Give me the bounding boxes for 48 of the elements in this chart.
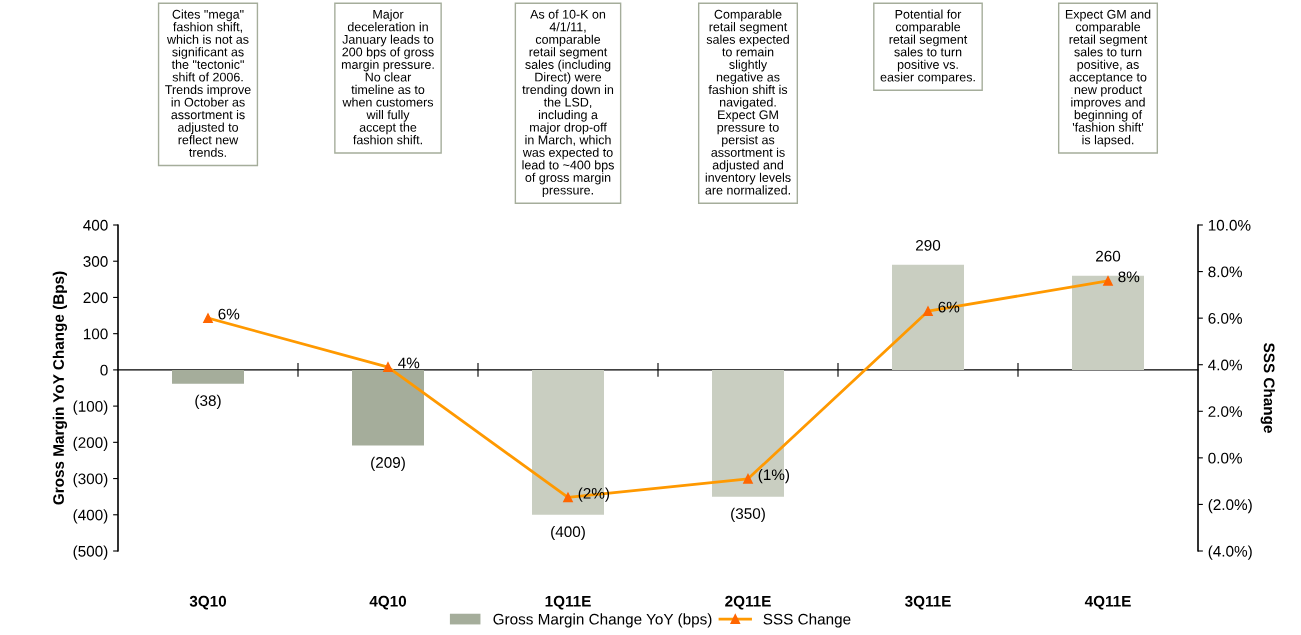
y2-tick-label: 8.0% bbox=[1208, 266, 1242, 278]
y2-tick-label: 2.0% bbox=[1208, 406, 1242, 417]
y-tick-label: (200) bbox=[73, 436, 108, 452]
text: Major deceleration in January leads to 200 bps of gross margin pressure. No clear timeline as to when customers will fully accept the fashion shift. bbox=[341, 9, 434, 145]
data-label: (209) bbox=[371, 456, 405, 471]
data-label: (400) bbox=[551, 525, 585, 541]
y2-tick-label: (2.0%) bbox=[1208, 498, 1252, 514]
y-tick-label: 400 bbox=[83, 219, 108, 231]
data-label: 6% bbox=[938, 301, 960, 313]
y2-tick-label: (4.0%) bbox=[1208, 545, 1252, 560]
legend-label: SSS Change bbox=[763, 613, 851, 628]
y-tick-label: (300) bbox=[73, 473, 108, 488]
y-axis-title: Gross Margin YoY Change (Bps) bbox=[52, 271, 68, 505]
y-tick-label: (100) bbox=[73, 400, 108, 415]
bar bbox=[172, 369, 244, 384]
data-label: 4% bbox=[398, 357, 420, 369]
x-tick-label: 4Q10 bbox=[369, 595, 407, 610]
data-label: 290 bbox=[916, 239, 941, 251]
y2-tick-label: 10.0% bbox=[1208, 219, 1251, 231]
text: As of 10-K on 4/1/11, comparable retail segment sales (including Direct) were trending down in the LSD, including a major drop-off in March, which was expected to lead to ~400 bps of gross margin pressure. bbox=[522, 9, 614, 197]
data-label: 260 bbox=[1096, 250, 1121, 262]
y2-tick-label: 6.0% bbox=[1208, 313, 1242, 324]
data-label: 6% bbox=[218, 308, 240, 320]
data-label: 8% bbox=[1118, 271, 1140, 283]
text: Expect GM and comparable retail segment sales to turn positive, as acceptance to new product improves and beginning of 'fashion shift' is lapsed. bbox=[1065, 9, 1151, 147]
y-tick-label: (500) bbox=[73, 545, 108, 560]
x-tick-label: 1Q11E bbox=[545, 595, 591, 610]
y-tick-label: (400) bbox=[73, 509, 108, 524]
bar bbox=[352, 369, 424, 446]
x-tick-label: 3Q11E bbox=[904, 595, 951, 610]
text: Potential for comparable retail segment sales to turn positive vs. easier compares. bbox=[880, 9, 975, 84]
text: Cites "mega" fashion shift, which is not as significant as the "tectonic" shift of 2006. Trends improve in October as assortment is adjusted to reflect new trends. bbox=[165, 9, 251, 157]
data-label: (38) bbox=[195, 394, 221, 409]
x-tick-label: 4Q11E bbox=[1084, 595, 1131, 610]
x-tick-label: 2Q11E bbox=[725, 595, 771, 610]
bar bbox=[892, 264, 964, 370]
y-tick-label: 200 bbox=[83, 292, 108, 304]
y2-tick-label: 4.0% bbox=[1208, 359, 1242, 371]
x-tick-label: 3Q10 bbox=[189, 595, 227, 610]
y-tick-label: 100 bbox=[83, 328, 108, 340]
data-label: (350) bbox=[731, 507, 765, 523]
y2-tick-label: 0.0% bbox=[1208, 452, 1242, 464]
legend-label: Gross Margin Change YoY (bps) bbox=[493, 613, 712, 628]
data-label: (1%) bbox=[758, 468, 790, 484]
text: Comparable retail segment sales expected to remain slightly negative as fashion shift is navigated. Expect GM pressure to persist as assortment is adjusted and inventory levels are normalized. bbox=[705, 9, 791, 195]
y-tick-label: 300 bbox=[83, 256, 108, 267]
y2-axis-title: SSS Change bbox=[1260, 343, 1275, 433]
y-tick-label: 0 bbox=[100, 364, 108, 376]
